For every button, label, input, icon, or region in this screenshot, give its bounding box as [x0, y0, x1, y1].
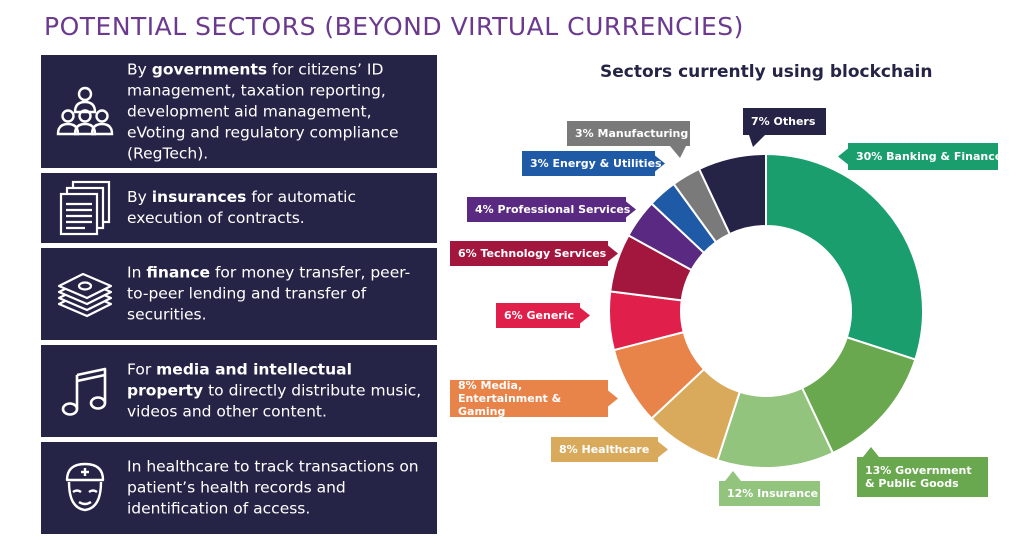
sector-card-text: By governments for citizens’ ID manageme… — [127, 59, 427, 164]
slice-label: 7% Others — [743, 108, 826, 135]
page-title: POTENTIAL SECTORS (BEYOND VIRTUAL CURREN… — [44, 12, 744, 41]
slice-label-pointer — [655, 155, 665, 172]
slice-label-pointer — [580, 307, 590, 324]
slice-label: 8% Healthcare — [551, 437, 658, 462]
slice-label: 6% Technology Services — [450, 241, 608, 266]
slice-label-pointer — [838, 148, 848, 165]
slice-label: 4% Professional Services — [467, 197, 630, 222]
slice-label-pointer — [749, 135, 765, 147]
documents-stack-icon — [55, 178, 115, 238]
sector-card: By insurances for automatic execution of… — [41, 173, 437, 243]
card-text-post: for money transfer, peer-to-peer lending… — [127, 263, 411, 324]
money-stack-icon — [55, 264, 115, 324]
card-text-bold: insurances — [151, 188, 247, 206]
sector-card: For media and intellectual property to d… — [41, 345, 437, 437]
card-text-pre: For — [127, 360, 157, 379]
sector-card: In healthcare to track transactions on p… — [41, 442, 437, 534]
slice-label-pointer — [658, 441, 668, 458]
card-text-bold: governments — [151, 60, 268, 78]
people-group-icon — [55, 82, 115, 142]
card-text-post: to directly distribute music, videos and… — [127, 381, 422, 421]
sector-card: By governments for citizens’ ID manageme… — [41, 55, 437, 168]
pie-slice — [765, 152, 924, 361]
card-text-post: for citizens’ ID management, taxation re… — [127, 60, 399, 162]
slice-label-pointer — [725, 471, 741, 481]
card-text-bold: media and intellectual property — [127, 360, 352, 400]
slice-label: 8% Media, Entertainment & Gaming — [450, 379, 608, 418]
slice-label-pointer — [670, 146, 686, 158]
slice-label: 30% Banking & Finance — [848, 143, 1002, 170]
sector-card-text: In finance for money transfer, peer-to-p… — [127, 263, 427, 326]
chart-title: Sectors currently using blockchain — [600, 62, 933, 82]
sector-card: In finance for money transfer, peer-to-p… — [41, 248, 437, 340]
nurse-icon — [55, 458, 115, 518]
slice-label: 12% Insurance — [719, 481, 820, 506]
card-text-pre: By — [127, 188, 152, 206]
slice-label: 3% Energy & Utilities — [522, 151, 662, 176]
pie-slice — [697, 152, 767, 236]
card-text-bold: finance — [146, 263, 211, 282]
slice-label-pointer — [626, 201, 636, 218]
slice-label: 6% Generic — [496, 303, 580, 328]
card-text-post: for automatic execution of contracts. — [127, 188, 356, 227]
music-note-icon — [55, 361, 115, 421]
slice-label: 3% Manufacturing — [567, 121, 690, 146]
slice-label-pointer — [863, 447, 879, 457]
slice-label-pointer — [608, 245, 618, 262]
sector-card-text: By insurances for automatic execution of… — [127, 187, 427, 229]
slice-label: 13% Government & Public Goods — [857, 457, 988, 497]
card-text-post: In healthcare to track transactions on p… — [127, 457, 419, 518]
slice-label-pointer — [608, 390, 618, 407]
card-text-pre: By — [127, 60, 152, 78]
card-text-pre: In — [127, 263, 147, 282]
sector-card-text: For media and intellectual property to d… — [127, 360, 427, 423]
sector-card-text: In healthcare to track transactions on p… — [127, 457, 427, 520]
